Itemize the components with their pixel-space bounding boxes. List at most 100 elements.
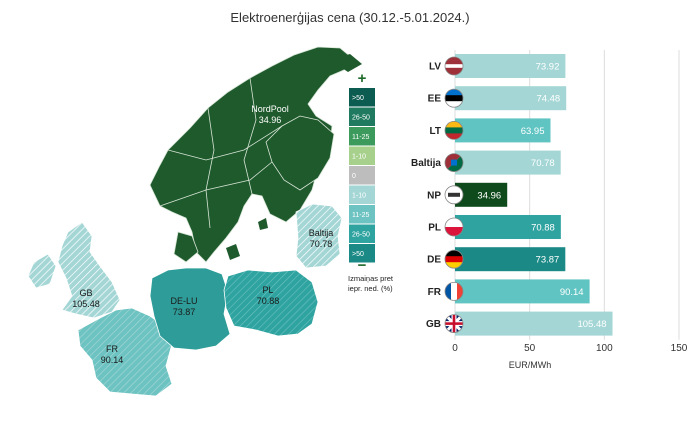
bar-row: 70.78 Baltija <box>411 150 561 175</box>
poland-flag-icon <box>444 217 464 237</box>
bar-value-label: 70.88 <box>531 223 555 234</box>
bar-row: 34.96 NP <box>427 182 508 207</box>
legend-swatch <box>349 244 375 263</box>
x-tick-label: 0 <box>452 343 458 354</box>
category-label: GB <box>426 319 441 330</box>
category-label: NP <box>427 190 441 201</box>
bar <box>455 150 561 175</box>
bar-row: 73.92 LV <box>429 54 566 78</box>
legend-label: 1-10 <box>352 193 366 200</box>
nordpool-logo-icon <box>444 185 464 205</box>
map-region-nordpool <box>149 46 362 263</box>
bar <box>455 279 590 304</box>
lithuania-flag-icon <box>444 120 464 140</box>
bar-value-label: 74.48 <box>536 94 560 105</box>
chart-title: Elektroenerģijas cena (30.12.-5.01.2024.… <box>230 10 470 25</box>
map-region-pl <box>223 269 319 337</box>
bar-row: 70.88 PL <box>428 215 561 239</box>
legend-swatch <box>349 166 375 185</box>
legend-label: 26-50 <box>352 115 370 122</box>
x-axis-label: EUR/MWh <box>509 360 552 370</box>
map-value-de-lu: 73.87 <box>173 307 196 317</box>
legend-swatch <box>349 205 375 224</box>
map-value-baltija: 70.78 <box>310 239 333 249</box>
bar <box>455 247 566 272</box>
legend-item: 0 <box>349 166 375 185</box>
map-region-baltija <box>295 203 343 269</box>
legend-minus-symbol: − <box>358 257 367 274</box>
legend-label: 11-25 <box>352 212 369 219</box>
chart-bars: 73.92 LV 74.48 EE 63.95 LT 70.78 Baltija 34.96 NP… <box>411 54 613 336</box>
map-region-fr <box>77 307 173 397</box>
map-value-nordpool: 34.96 <box>259 115 282 125</box>
legend-item: 1-10 <box>349 185 375 204</box>
category-label: PL <box>428 223 441 234</box>
bar-row: 90.14 FR <box>428 279 590 304</box>
bar-row: 73.87 DE <box>427 247 566 272</box>
legend-item: 11-25 <box>349 127 375 146</box>
bar-row: 63.95 LT <box>430 118 551 143</box>
legend-label: 26-50 <box>352 232 370 239</box>
bar-value-label: 63.95 <box>521 126 545 137</box>
legend-item: 26-50 <box>349 224 375 243</box>
map-legend: + − Izmaiņas pret iepr. ned. (%) >50 26-5… <box>348 70 394 293</box>
legend-plus-symbol: + <box>358 70 367 87</box>
legend-caption-line-2: iepr. ned. (%) <box>348 284 393 293</box>
france-flag-icon <box>444 281 464 301</box>
category-label: LT <box>430 126 441 137</box>
bar-value-label: 105.48 <box>577 319 606 330</box>
legend-label: >50 <box>352 95 364 102</box>
map-value-pl: 70.88 <box>257 296 280 306</box>
baltic-flag-icon <box>444 153 464 173</box>
category-label: EE <box>428 94 442 105</box>
bar-row: 74.48 EE <box>428 86 567 111</box>
legend-label: >50 <box>352 251 364 258</box>
category-label: Baltija <box>411 158 441 169</box>
category-label: FR <box>428 287 442 298</box>
x-tick-label: 50 <box>524 343 536 354</box>
x-tick-label: 100 <box>596 343 613 354</box>
legend-item: 1-10 <box>349 146 375 165</box>
legend-item: >50 <box>349 244 375 263</box>
map-label-de-lu: DE-LU <box>170 296 197 306</box>
x-tick-label: 150 <box>671 343 688 354</box>
category-label: DE <box>427 255 441 266</box>
map-label-baltija: Baltija <box>309 228 334 238</box>
bar <box>455 118 551 143</box>
bar-value-label: 73.92 <box>536 62 560 73</box>
germany-flag-icon <box>444 249 464 269</box>
map-label-pl: PL <box>262 285 273 295</box>
estonia-flag-icon <box>444 88 464 108</box>
bar <box>455 215 561 239</box>
legend-swatch <box>349 185 375 204</box>
map-label-nordpool: NordPool <box>251 104 289 114</box>
legend-swatch <box>349 88 375 107</box>
map-value-gb: 105.48 <box>72 299 100 309</box>
map-region-gb <box>27 221 121 319</box>
legend-label: 1-10 <box>352 154 366 161</box>
legend-item: 26-50 <box>349 107 375 126</box>
legend-item: 11-25 <box>349 205 375 224</box>
bar-row: 105.48 GB <box>426 311 613 336</box>
legend-label: 11-25 <box>352 134 369 141</box>
legend-swatch <box>349 127 375 146</box>
chart-x-axis: 0 50 100 150 <box>452 343 688 354</box>
map-region-de-lu <box>149 267 231 351</box>
legend-swatch <box>349 224 375 243</box>
legend-item: >50 <box>349 88 375 107</box>
legend-swatch <box>349 107 375 126</box>
bar <box>455 182 508 207</box>
bar <box>455 54 566 78</box>
bar-value-label: 34.96 <box>477 190 501 201</box>
map-label-gb: GB <box>79 288 92 298</box>
uk-flag-icon <box>444 314 464 334</box>
legend-caption-line-1: Izmaiņas pret <box>348 274 394 283</box>
category-label: LV <box>429 62 441 73</box>
bar <box>455 86 567 111</box>
bar-value-label: 73.87 <box>536 255 560 266</box>
map-value-fr: 90.14 <box>101 355 124 365</box>
legend-swatch <box>349 146 375 165</box>
latvia-flag-icon <box>444 56 464 76</box>
